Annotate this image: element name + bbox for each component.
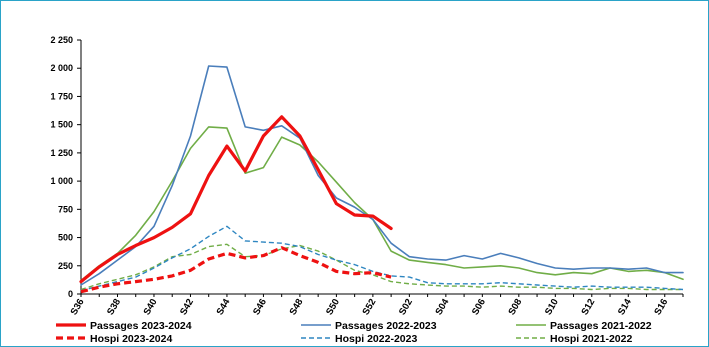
legend: Passages 2023-2024 Passages 2022-2023 Pass…	[56, 320, 652, 345]
series-line-passages-2023-2024	[79, 115, 393, 284]
x-tick-label: S42	[178, 297, 196, 317]
x-tick-label: S10	[543, 297, 561, 317]
x-tick-label: S44	[215, 296, 233, 317]
y-tick-label: 0	[68, 289, 73, 299]
series-line-hospi-2022-2023	[80, 225, 684, 292]
legend-entry-hospi-2023-2024: Hospi 2023-2024	[56, 333, 172, 345]
legend-label: Passages 2022-2023	[335, 320, 437, 332]
x-tick-label: S02	[397, 297, 415, 317]
y-tick-label: 1 750	[50, 91, 73, 101]
legend-entry-passages-2021-2022: Passages 2021-2022	[516, 320, 652, 332]
series-line-hospi-2023-2024	[80, 246, 392, 294]
x-tick-label: S40	[142, 297, 160, 317]
y-tick-label: 1 500	[50, 120, 73, 130]
series-layer	[79, 65, 684, 294]
legend-entry-passages-2023-2024: Passages 2023-2024	[56, 320, 192, 332]
legend-label: Passages 2021-2022	[550, 320, 652, 332]
x-tick-label: S46	[251, 297, 269, 317]
x-tick-label: S52	[360, 297, 378, 317]
x-tick-label: S06	[470, 297, 488, 317]
legend-label: Hospi 2021-2022	[550, 333, 632, 345]
x-tick-label: S04	[433, 296, 451, 317]
x-axis: S36 S38 S40 S42 S44 S46 S48 S50 S52 S02 S04 S06 S08 S…	[69, 294, 684, 317]
x-tick-label: S50	[324, 297, 342, 317]
y-tick-label: 250	[58, 261, 73, 271]
legend-entry-hospi-2022-2023: Hospi 2022-2023	[301, 333, 417, 345]
x-tick-label: S38	[105, 297, 123, 317]
legend-label: Hospi 2023-2024	[90, 333, 172, 345]
legend-label: Hospi 2022-2023	[335, 333, 417, 345]
legend-entry-hospi-2021-2022: Hospi 2021-2022	[516, 333, 632, 345]
y-tick-label: 1 250	[50, 148, 73, 158]
plot-area	[80, 40, 683, 295]
y-axis: 0 250 500 750 1 000 1 250 1 500 1 750 2 000 2 250	[50, 35, 81, 299]
y-tick-label: 750	[58, 204, 73, 214]
y-tick-label: 2 250	[50, 35, 73, 45]
y-tick-label: 1 000	[50, 176, 73, 186]
x-tick-label: S48	[288, 297, 306, 317]
y-tick-label: 500	[58, 233, 73, 243]
y-tick-label: 2 000	[50, 63, 73, 73]
x-tick-label: S12	[579, 297, 597, 317]
series-line-hospi-2021-2022	[80, 243, 683, 291]
legend-entry-passages-2022-2023: Passages 2022-2023	[301, 320, 437, 332]
legend-label: Passages 2023-2024	[90, 320, 192, 332]
x-tick-label: S16	[652, 297, 670, 317]
x-tick-label: S14	[616, 296, 634, 317]
series-line-passages-2022-2023	[80, 65, 684, 286]
x-tick-label: S36	[69, 297, 87, 317]
series-line-passages-2021-2022	[80, 126, 684, 282]
x-tick-label: S08	[506, 297, 524, 317]
